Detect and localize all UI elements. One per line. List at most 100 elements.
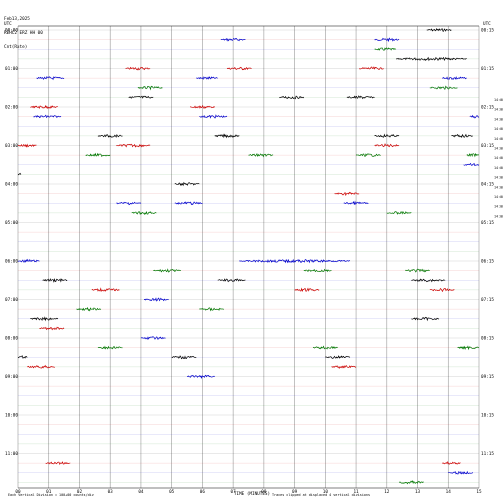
event-traces [17, 27, 480, 485]
header-station: REHC2 ERZ HH 00 [4, 30, 43, 36]
event-trace [30, 104, 58, 110]
event-trace [442, 76, 467, 80]
x-tick-label: 02 [77, 489, 83, 495]
event-trace [220, 37, 246, 42]
left-hour-label: 00:00 [5, 28, 18, 34]
x-tick-label: 15 [476, 489, 482, 495]
event-trace [442, 461, 461, 465]
event-trace [396, 56, 467, 62]
event-trace [303, 268, 332, 273]
right-side-note: 14:00 [494, 127, 503, 131]
left-axis-label: UTC [4, 21, 12, 27]
event-trace [426, 27, 452, 32]
event-trace [451, 133, 473, 139]
right-hour-label: 04:15 [481, 182, 494, 188]
event-trace [116, 201, 142, 206]
event-trace [131, 210, 157, 216]
event-trace [17, 355, 28, 359]
event-trace [411, 316, 440, 322]
event-trace [398, 480, 424, 485]
right-side-note: 14:00 [494, 205, 503, 209]
right-hour-label: 06:15 [481, 259, 494, 265]
event-trace [374, 133, 400, 138]
event-trace [42, 277, 68, 283]
x-tick-label: 09 [292, 489, 298, 495]
left-hour-label: 07:00 [5, 297, 18, 303]
right-hour-label: 03:15 [481, 143, 494, 149]
left-hour-label: 08:00 [5, 336, 18, 342]
event-trace [85, 152, 111, 158]
right-hour-label: 05:15 [481, 220, 494, 226]
event-trace [125, 66, 151, 71]
right-side-note: 14:00 [494, 185, 503, 189]
left-hour-label: 06:00 [5, 259, 18, 265]
event-trace [199, 307, 225, 312]
right-side-note: 14:00 [494, 137, 503, 141]
x-tick-label: 12 [384, 489, 390, 495]
x-axis-title: TIME (MINUTES) [234, 491, 270, 497]
event-trace [248, 152, 274, 158]
event-trace [411, 278, 446, 283]
left-hour-label: 03:00 [5, 143, 18, 149]
x-tick-label: 06 [200, 489, 206, 495]
right-side-note: 14:00 [494, 147, 503, 151]
event-trace [143, 297, 169, 302]
event-trace [17, 258, 40, 263]
event-trace [374, 143, 400, 148]
right-side-note: 14:00 [494, 176, 503, 180]
event-trace [469, 114, 480, 119]
event-trace [346, 95, 375, 100]
right-axis-label: UTC [483, 21, 491, 27]
event-trace [239, 258, 350, 264]
event-trace [429, 287, 455, 293]
event-trace [128, 95, 154, 99]
event-trace [45, 461, 71, 466]
footer-right-note: Traces clipped at displaced 4 vertical d… [272, 493, 370, 497]
left-hour-label: 02:00 [5, 105, 18, 111]
event-trace [325, 355, 351, 359]
event-trace [76, 306, 102, 312]
event-trace [171, 355, 197, 360]
event-trace [226, 66, 252, 71]
right-side-note: 14:00 [494, 195, 503, 199]
left-hour-label: 11:00 [5, 451, 18, 457]
event-trace [33, 114, 62, 119]
right-hour-label: 11:15 [481, 451, 494, 457]
event-trace [217, 278, 246, 283]
event-trace [36, 76, 65, 81]
right-side-note: 14:00 [494, 98, 503, 102]
event-trace [153, 268, 181, 273]
event-trace [358, 66, 384, 70]
event-trace [429, 85, 458, 90]
right-side-note: 14:00 [494, 156, 503, 160]
trace-baselines [18, 29, 479, 483]
event-trace [196, 76, 218, 80]
event-trace [374, 37, 400, 43]
event-trace [457, 345, 480, 351]
right-hour-label: 07:15 [481, 297, 494, 303]
event-trace [343, 200, 369, 205]
right-hour-label: 00:15 [481, 28, 494, 34]
event-trace [199, 114, 228, 119]
event-trace [187, 374, 215, 379]
event-trace [466, 152, 480, 158]
x-tick-label: 13 [415, 489, 421, 495]
event-trace [17, 172, 22, 176]
left-hour-label: 10:00 [5, 413, 18, 419]
event-trace [39, 326, 65, 331]
event-trace [30, 316, 59, 322]
x-tick-label: 07 [231, 489, 237, 495]
event-trace [174, 201, 203, 206]
event-trace [27, 364, 55, 369]
event-trace [214, 133, 240, 139]
right-hour-label: 02:15 [481, 105, 494, 111]
left-hour-label: 04:00 [5, 182, 18, 188]
left-hour-label: 01:00 [5, 66, 18, 72]
event-trace [334, 191, 360, 197]
right-hour-label: 08:15 [481, 336, 494, 342]
right-side-note: 14:00 [494, 108, 503, 112]
x-tick-label: 03 [108, 489, 114, 495]
station-header: Feb13,2025 REHC2 ERZ HH 00 Cnt(Rate) [4, 9, 43, 55]
event-trace [116, 143, 151, 148]
event-trace [97, 345, 123, 350]
